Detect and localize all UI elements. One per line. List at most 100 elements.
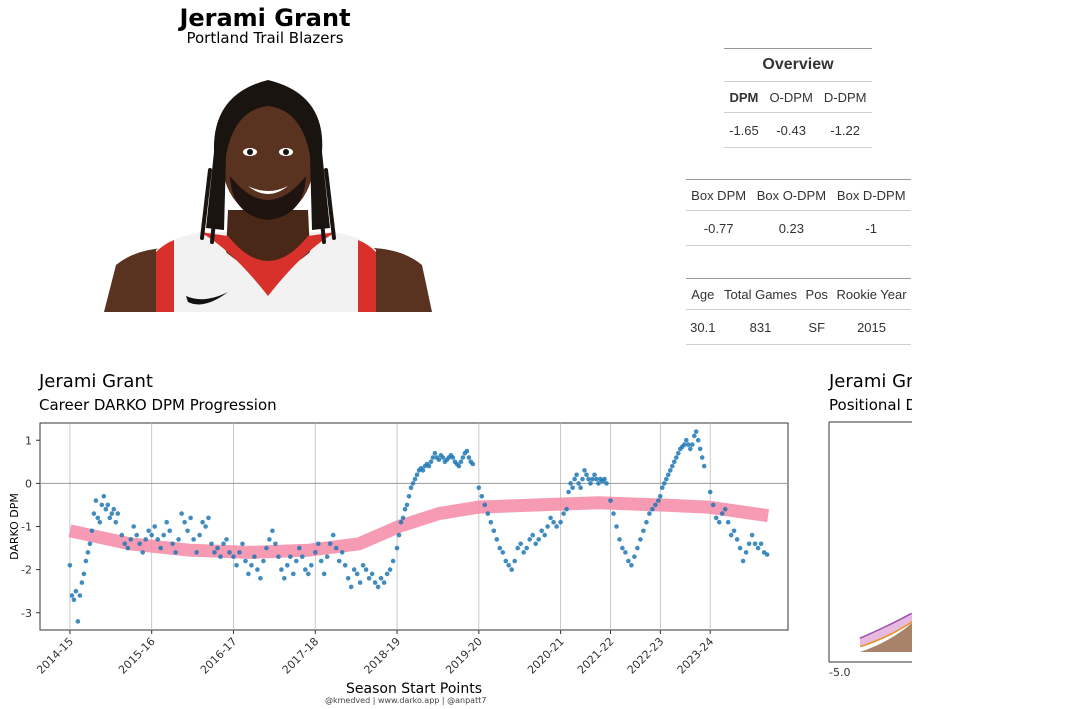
- data-point: [410, 481, 416, 486]
- positional-chart-panel: Jerami Gr Positional D -5.0: [820, 366, 912, 686]
- data-point: [710, 502, 716, 508]
- data-point: [428, 459, 434, 465]
- data-point: [107, 515, 113, 521]
- x-tick-label: 2020-21: [525, 635, 567, 677]
- data-point: [131, 524, 136, 529]
- data-point: [103, 506, 109, 512]
- data-point: [707, 489, 713, 495]
- data-point: [300, 554, 305, 559]
- positional-chart-title: Jerami Gr: [829, 371, 912, 392]
- data-point: [594, 476, 599, 482]
- data-point: [191, 537, 196, 542]
- data-point: [668, 468, 673, 473]
- data-point: [684, 437, 689, 443]
- data-point: [318, 558, 324, 564]
- data-point: [89, 528, 95, 534]
- data-point: [638, 537, 643, 542]
- box-header-ddpm: Box D-DPM: [831, 179, 911, 211]
- data-point: [664, 476, 669, 482]
- data-point: [561, 511, 566, 516]
- data-point: [500, 550, 506, 555]
- data-point: [662, 481, 667, 486]
- data-point: [436, 457, 442, 462]
- data-point: [690, 442, 695, 447]
- data-point: [294, 558, 299, 564]
- data-point: [279, 567, 284, 572]
- data-point: [430, 455, 436, 460]
- data-point: [580, 476, 585, 482]
- data-point: [479, 494, 485, 499]
- data-point: [134, 532, 139, 538]
- positional-tick-label: -5.0: [829, 666, 850, 679]
- data-point: [536, 537, 541, 542]
- bio-value-age: 30.1: [686, 309, 720, 345]
- data-point: [644, 519, 649, 525]
- data-point: [590, 476, 595, 482]
- data-point: [574, 472, 579, 478]
- data-point: [97, 519, 103, 525]
- data-point: [626, 558, 631, 564]
- bio-value-games: 831: [719, 309, 802, 345]
- data-point: [740, 558, 746, 564]
- y-tick-label: -1: [21, 521, 32, 534]
- data-point: [369, 571, 375, 577]
- data-point: [396, 532, 402, 538]
- data-point: [530, 532, 535, 538]
- data-point: [485, 511, 491, 516]
- data-point: [173, 550, 178, 555]
- data-point: [725, 519, 731, 525]
- data-point: [542, 532, 547, 538]
- data-point: [237, 550, 242, 555]
- data-point: [252, 554, 257, 559]
- data-point: [746, 541, 752, 547]
- overview-header-ddpm: D-DPM: [818, 81, 872, 113]
- data-point: [524, 545, 529, 551]
- data-point: [402, 506, 408, 512]
- data-point: [77, 593, 83, 598]
- data-point: [111, 506, 117, 512]
- data-point: [161, 532, 166, 538]
- data-point: [620, 545, 625, 551]
- bio-header-rookie: Rookie Year: [832, 278, 911, 310]
- data-point: [539, 528, 544, 534]
- data-point: [246, 571, 251, 577]
- data-point: [381, 580, 387, 585]
- data-point: [209, 541, 214, 547]
- bio-header-pos: Pos: [801, 278, 833, 310]
- data-point: [67, 563, 73, 568]
- data-point: [629, 563, 634, 568]
- data-point: [324, 554, 330, 559]
- data-point: [339, 550, 345, 555]
- data-point: [321, 571, 327, 577]
- table-row: 30.1 831 SF 2015: [686, 309, 911, 345]
- dpm-progression-chart: -3 -2 -1 0 1 2014-15 2015-16 2016-17 2017-18 2018…: [8, 422, 789, 697]
- player-photo: [104, 80, 432, 312]
- data-point: [460, 455, 466, 460]
- data-point: [297, 545, 302, 551]
- data-point: [288, 554, 293, 559]
- chart-subtitle: Career DARKO DPM Progression: [39, 396, 277, 414]
- data-point: [497, 545, 503, 551]
- jersey-collar: [200, 232, 336, 296]
- data-point: [650, 506, 655, 512]
- data-point: [176, 537, 181, 542]
- data-point: [406, 494, 412, 499]
- data-point: [554, 524, 559, 529]
- data-point: [398, 519, 404, 525]
- bio-value-rookie: 2015: [832, 309, 911, 345]
- data-point: [568, 481, 573, 486]
- data-point: [170, 541, 175, 547]
- data-point: [412, 476, 418, 482]
- data-point: [464, 448, 470, 454]
- positional-chart: -5.0: [828, 421, 912, 679]
- box-header-dpm: Box DPM: [686, 179, 752, 211]
- data-point: [426, 463, 432, 469]
- data-point: [716, 519, 722, 525]
- data-point: [558, 519, 563, 525]
- data-point: [682, 442, 687, 447]
- x-tick-label: 2019-20: [443, 635, 485, 677]
- x-tick-label: 2023-24: [675, 635, 717, 677]
- data-point: [676, 450, 681, 456]
- data-point: [342, 563, 348, 568]
- x-axis-label: Season Start Points: [346, 681, 482, 697]
